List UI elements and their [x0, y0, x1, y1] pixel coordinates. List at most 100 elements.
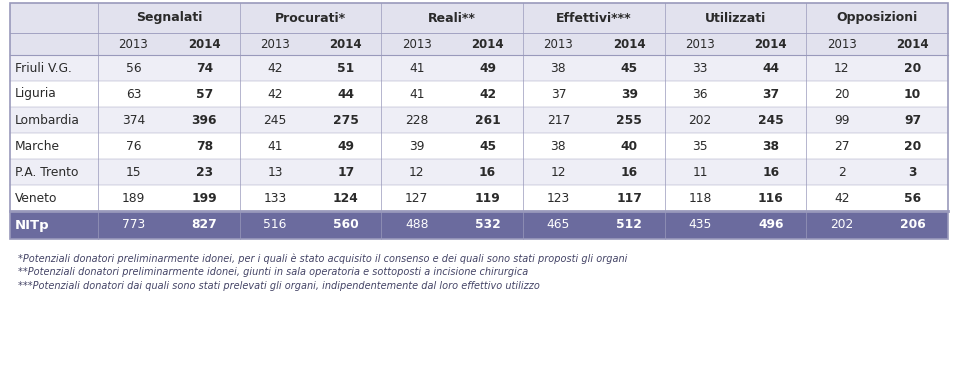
Text: 12: 12	[834, 62, 850, 75]
Text: 116: 116	[758, 191, 784, 204]
Text: 76: 76	[125, 139, 141, 152]
Text: 20: 20	[904, 62, 922, 75]
Text: 2013: 2013	[543, 37, 573, 50]
Text: 199: 199	[192, 191, 217, 204]
Text: 78: 78	[195, 139, 213, 152]
Text: 33: 33	[693, 62, 708, 75]
Text: Utilizzati: Utilizzati	[705, 12, 766, 24]
Text: 228: 228	[405, 114, 428, 127]
Text: 202: 202	[689, 114, 712, 127]
Text: 56: 56	[904, 191, 922, 204]
Text: 396: 396	[192, 114, 217, 127]
Text: Reali**: Reali**	[428, 12, 476, 24]
Text: 51: 51	[337, 62, 354, 75]
Text: 49: 49	[337, 139, 354, 152]
Text: 245: 245	[263, 114, 286, 127]
Text: 123: 123	[547, 191, 570, 204]
Text: 124: 124	[333, 191, 359, 204]
Text: P.A. Trento: P.A. Trento	[15, 165, 79, 178]
Text: 133: 133	[263, 191, 286, 204]
Text: 44: 44	[763, 62, 780, 75]
Text: 44: 44	[337, 88, 354, 101]
Text: 2014: 2014	[330, 37, 362, 50]
Text: 99: 99	[834, 114, 850, 127]
Text: 532: 532	[475, 219, 500, 232]
Text: 2013: 2013	[119, 37, 148, 50]
Text: 17: 17	[337, 165, 354, 178]
Text: 57: 57	[195, 88, 213, 101]
Text: ***Potenziali donatori dai quali sono stati prelevati gli organi, indipendenteme: ***Potenziali donatori dai quali sono st…	[18, 281, 540, 291]
Text: 42: 42	[834, 191, 850, 204]
Text: 435: 435	[689, 219, 712, 232]
Text: 37: 37	[763, 88, 780, 101]
Bar	[10, 107, 948, 133]
Text: 245: 245	[758, 114, 784, 127]
Text: 2013: 2013	[261, 37, 290, 50]
Bar	[10, 211, 948, 239]
Text: 42: 42	[479, 88, 496, 101]
Text: 49: 49	[479, 62, 496, 75]
Text: **Potenziali donatori preliminarmente idonei, giunti in sala operatoria e sottop: **Potenziali donatori preliminarmente id…	[18, 267, 528, 277]
Text: 2014: 2014	[613, 37, 646, 50]
Text: 118: 118	[689, 191, 712, 204]
Text: Friuli V.G.: Friuli V.G.	[15, 62, 72, 75]
Text: 2013: 2013	[827, 37, 856, 50]
Text: *Potenziali donatori preliminarmente idonei, per i quali è stato acquisito il co: *Potenziali donatori preliminarmente ido…	[18, 253, 627, 263]
Text: 74: 74	[195, 62, 213, 75]
Text: 45: 45	[479, 139, 496, 152]
Text: 255: 255	[616, 114, 642, 127]
Text: 56: 56	[125, 62, 141, 75]
Text: Marche: Marche	[15, 139, 60, 152]
Text: 37: 37	[551, 88, 566, 101]
Bar	[10, 81, 948, 107]
Text: 11: 11	[693, 165, 708, 178]
Bar	[10, 3, 948, 55]
Text: 41: 41	[409, 88, 424, 101]
Text: 45: 45	[621, 62, 638, 75]
Text: 560: 560	[333, 219, 359, 232]
Text: 117: 117	[616, 191, 642, 204]
Text: 2013: 2013	[401, 37, 432, 50]
Text: 12: 12	[409, 165, 424, 178]
Text: Procurati*: Procurati*	[275, 12, 346, 24]
Text: 189: 189	[122, 191, 145, 204]
Text: 35: 35	[693, 139, 708, 152]
Text: 3: 3	[908, 165, 917, 178]
Text: 2: 2	[838, 165, 846, 178]
Text: 827: 827	[192, 219, 217, 232]
Text: Segnalati: Segnalati	[136, 12, 202, 24]
Text: 40: 40	[621, 139, 638, 152]
Text: 12: 12	[551, 165, 566, 178]
Text: 20: 20	[904, 139, 922, 152]
Text: 465: 465	[547, 219, 570, 232]
Bar	[10, 3, 948, 239]
Text: 2014: 2014	[897, 37, 929, 50]
Text: 41: 41	[409, 62, 424, 75]
Text: 2014: 2014	[755, 37, 787, 50]
Text: 39: 39	[621, 88, 638, 101]
Text: 38: 38	[551, 139, 566, 152]
Text: 39: 39	[409, 139, 424, 152]
Text: 2013: 2013	[685, 37, 715, 50]
Text: 97: 97	[904, 114, 922, 127]
Text: 206: 206	[900, 219, 925, 232]
Text: 2014: 2014	[471, 37, 504, 50]
Text: 16: 16	[621, 165, 638, 178]
Text: 275: 275	[333, 114, 359, 127]
Text: 773: 773	[122, 219, 145, 232]
Text: Opposizioni: Opposizioni	[836, 12, 918, 24]
Text: 41: 41	[267, 139, 283, 152]
Text: Veneto: Veneto	[15, 191, 57, 204]
Bar	[10, 159, 948, 185]
Bar	[10, 133, 948, 159]
Text: 42: 42	[267, 88, 283, 101]
Text: 217: 217	[547, 114, 570, 127]
Bar	[10, 55, 948, 81]
Text: Effettivi***: Effettivi***	[556, 12, 631, 24]
Text: 2014: 2014	[188, 37, 220, 50]
Text: 23: 23	[195, 165, 213, 178]
Text: Liguria: Liguria	[15, 88, 57, 101]
Text: 488: 488	[405, 219, 428, 232]
Text: Lombardia: Lombardia	[15, 114, 80, 127]
Text: 496: 496	[758, 219, 784, 232]
